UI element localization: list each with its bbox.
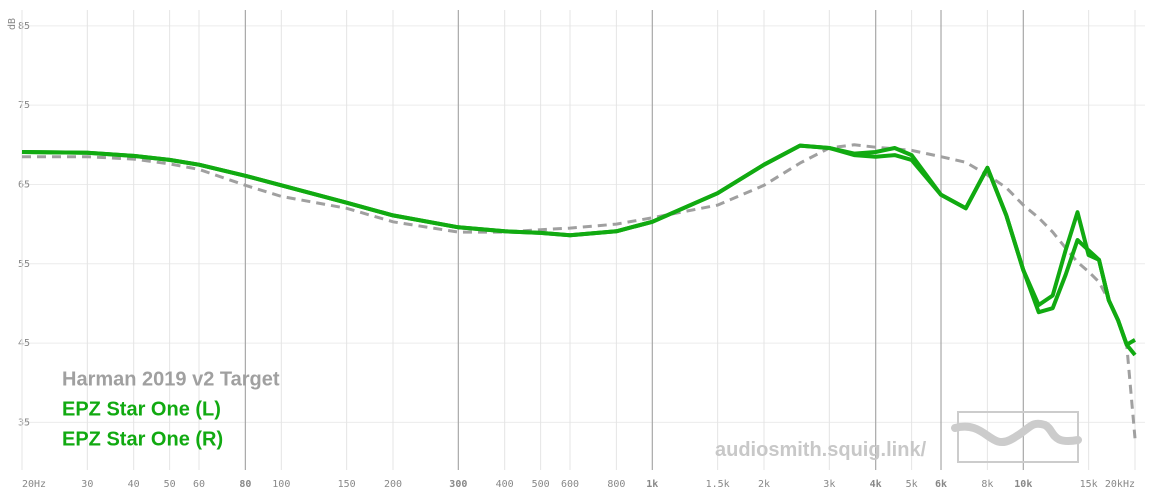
legend-entry: EPZ Star One (L): [62, 398, 221, 420]
x-tick-label: 60: [193, 479, 205, 490]
x-tick-label: 200: [384, 479, 402, 490]
y-tick-label: 35: [18, 417, 30, 428]
x-tick-label: 4k: [870, 479, 882, 490]
x-tick-label: 500: [532, 479, 550, 490]
y-tick-label: 75: [18, 100, 30, 111]
x-tick-label: 8k: [981, 479, 993, 490]
x-tick-label: 30: [81, 479, 93, 490]
y-axis-label: dB: [7, 18, 18, 30]
legend-entry: EPZ Star One (R): [62, 428, 223, 450]
y-tick-label: 45: [18, 338, 30, 349]
y-tick-label: 65: [18, 179, 30, 190]
x-tick-label: 1k: [646, 479, 658, 490]
legend-entry: Harman 2019 v2 Target: [62, 368, 280, 390]
x-tick-label: 50: [164, 479, 176, 490]
x-tick-label: 40: [128, 479, 140, 490]
x-tick-label: 800: [607, 479, 625, 490]
x-tick-label: 80: [239, 479, 251, 490]
series-line: [22, 143, 1137, 439]
x-tick-label: 2k: [758, 479, 770, 490]
x-tick-label: 1.5k: [706, 479, 730, 490]
x-tick-label: 5k: [906, 479, 918, 490]
x-tick-label: 300: [449, 479, 467, 490]
series-line: [21, 143, 1137, 347]
y-tick-label: 55: [18, 259, 30, 270]
x-tick-label: 6k: [935, 479, 947, 490]
watermark: audiosmith.squig.link/: [715, 439, 927, 461]
y-tick-label: 85: [18, 21, 30, 32]
x-tick-label: 10k: [1014, 479, 1032, 490]
x-tick-label: 20Hz: [22, 479, 46, 490]
x-tick-label: 150: [338, 479, 356, 490]
watermark-logo: [951, 411, 1082, 463]
x-tick-label: 15k: [1080, 479, 1098, 490]
x-tick-label: 3k: [823, 479, 835, 490]
x-tick-label: 400: [496, 479, 514, 490]
x-tick-label: 20kHz: [1105, 479, 1135, 490]
x-tick-label: 100: [272, 479, 290, 490]
x-tick-label: 600: [561, 479, 579, 490]
series-line: [21, 143, 1137, 357]
